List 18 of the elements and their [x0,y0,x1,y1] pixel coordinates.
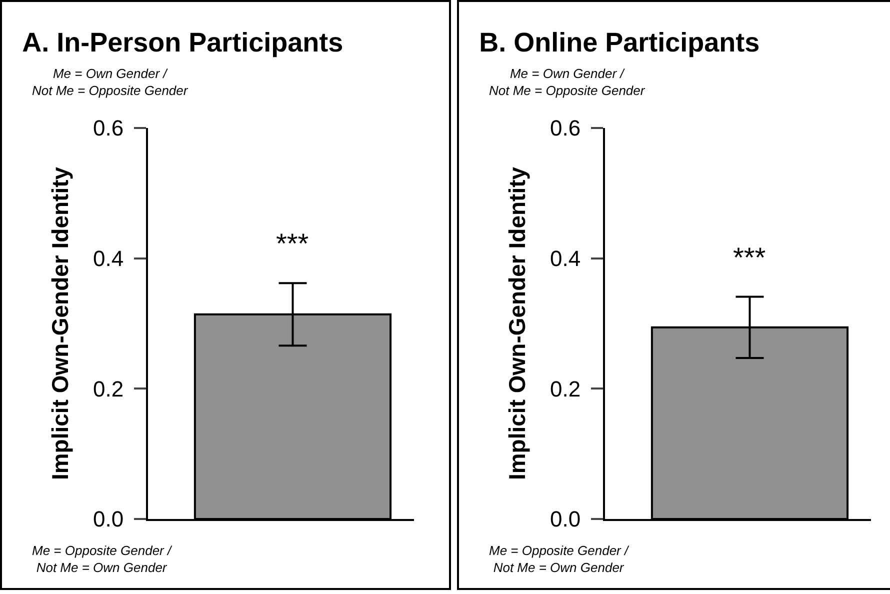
chart-title: A. In-Person Participants [22,27,344,58]
text: Me = Opposite Gender / Not Me = Own Gender [489,543,630,575]
y-axis-title: Implicit Own-Gender Identity [504,166,530,480]
y-tick-label: 0.6 [550,116,581,141]
y-tick-label: 0.6 [93,116,124,141]
y-tick-label: 0.4 [93,246,124,272]
annotation: *** [276,228,309,259]
text: Me = Own Gender / Not Me = Opposite Gender [489,66,646,98]
text: Me = Own Gender / Not Me = Opposite Gender [32,66,188,98]
y-tick-label: 0.0 [550,506,581,532]
annotation: *** [733,242,766,273]
y-axis-title: Implicit Own-Gender Identity [46,166,73,480]
y-tick-label: 0.2 [93,376,124,402]
chart-title: B. Online Participants [479,27,760,58]
y-tick-label: 0.0 [93,506,124,532]
text: Me = Opposite Gender / Not Me = Own Gender [32,543,172,575]
y-tick-label: 0.4 [550,246,581,272]
y-tick-label: 0.2 [550,376,581,402]
